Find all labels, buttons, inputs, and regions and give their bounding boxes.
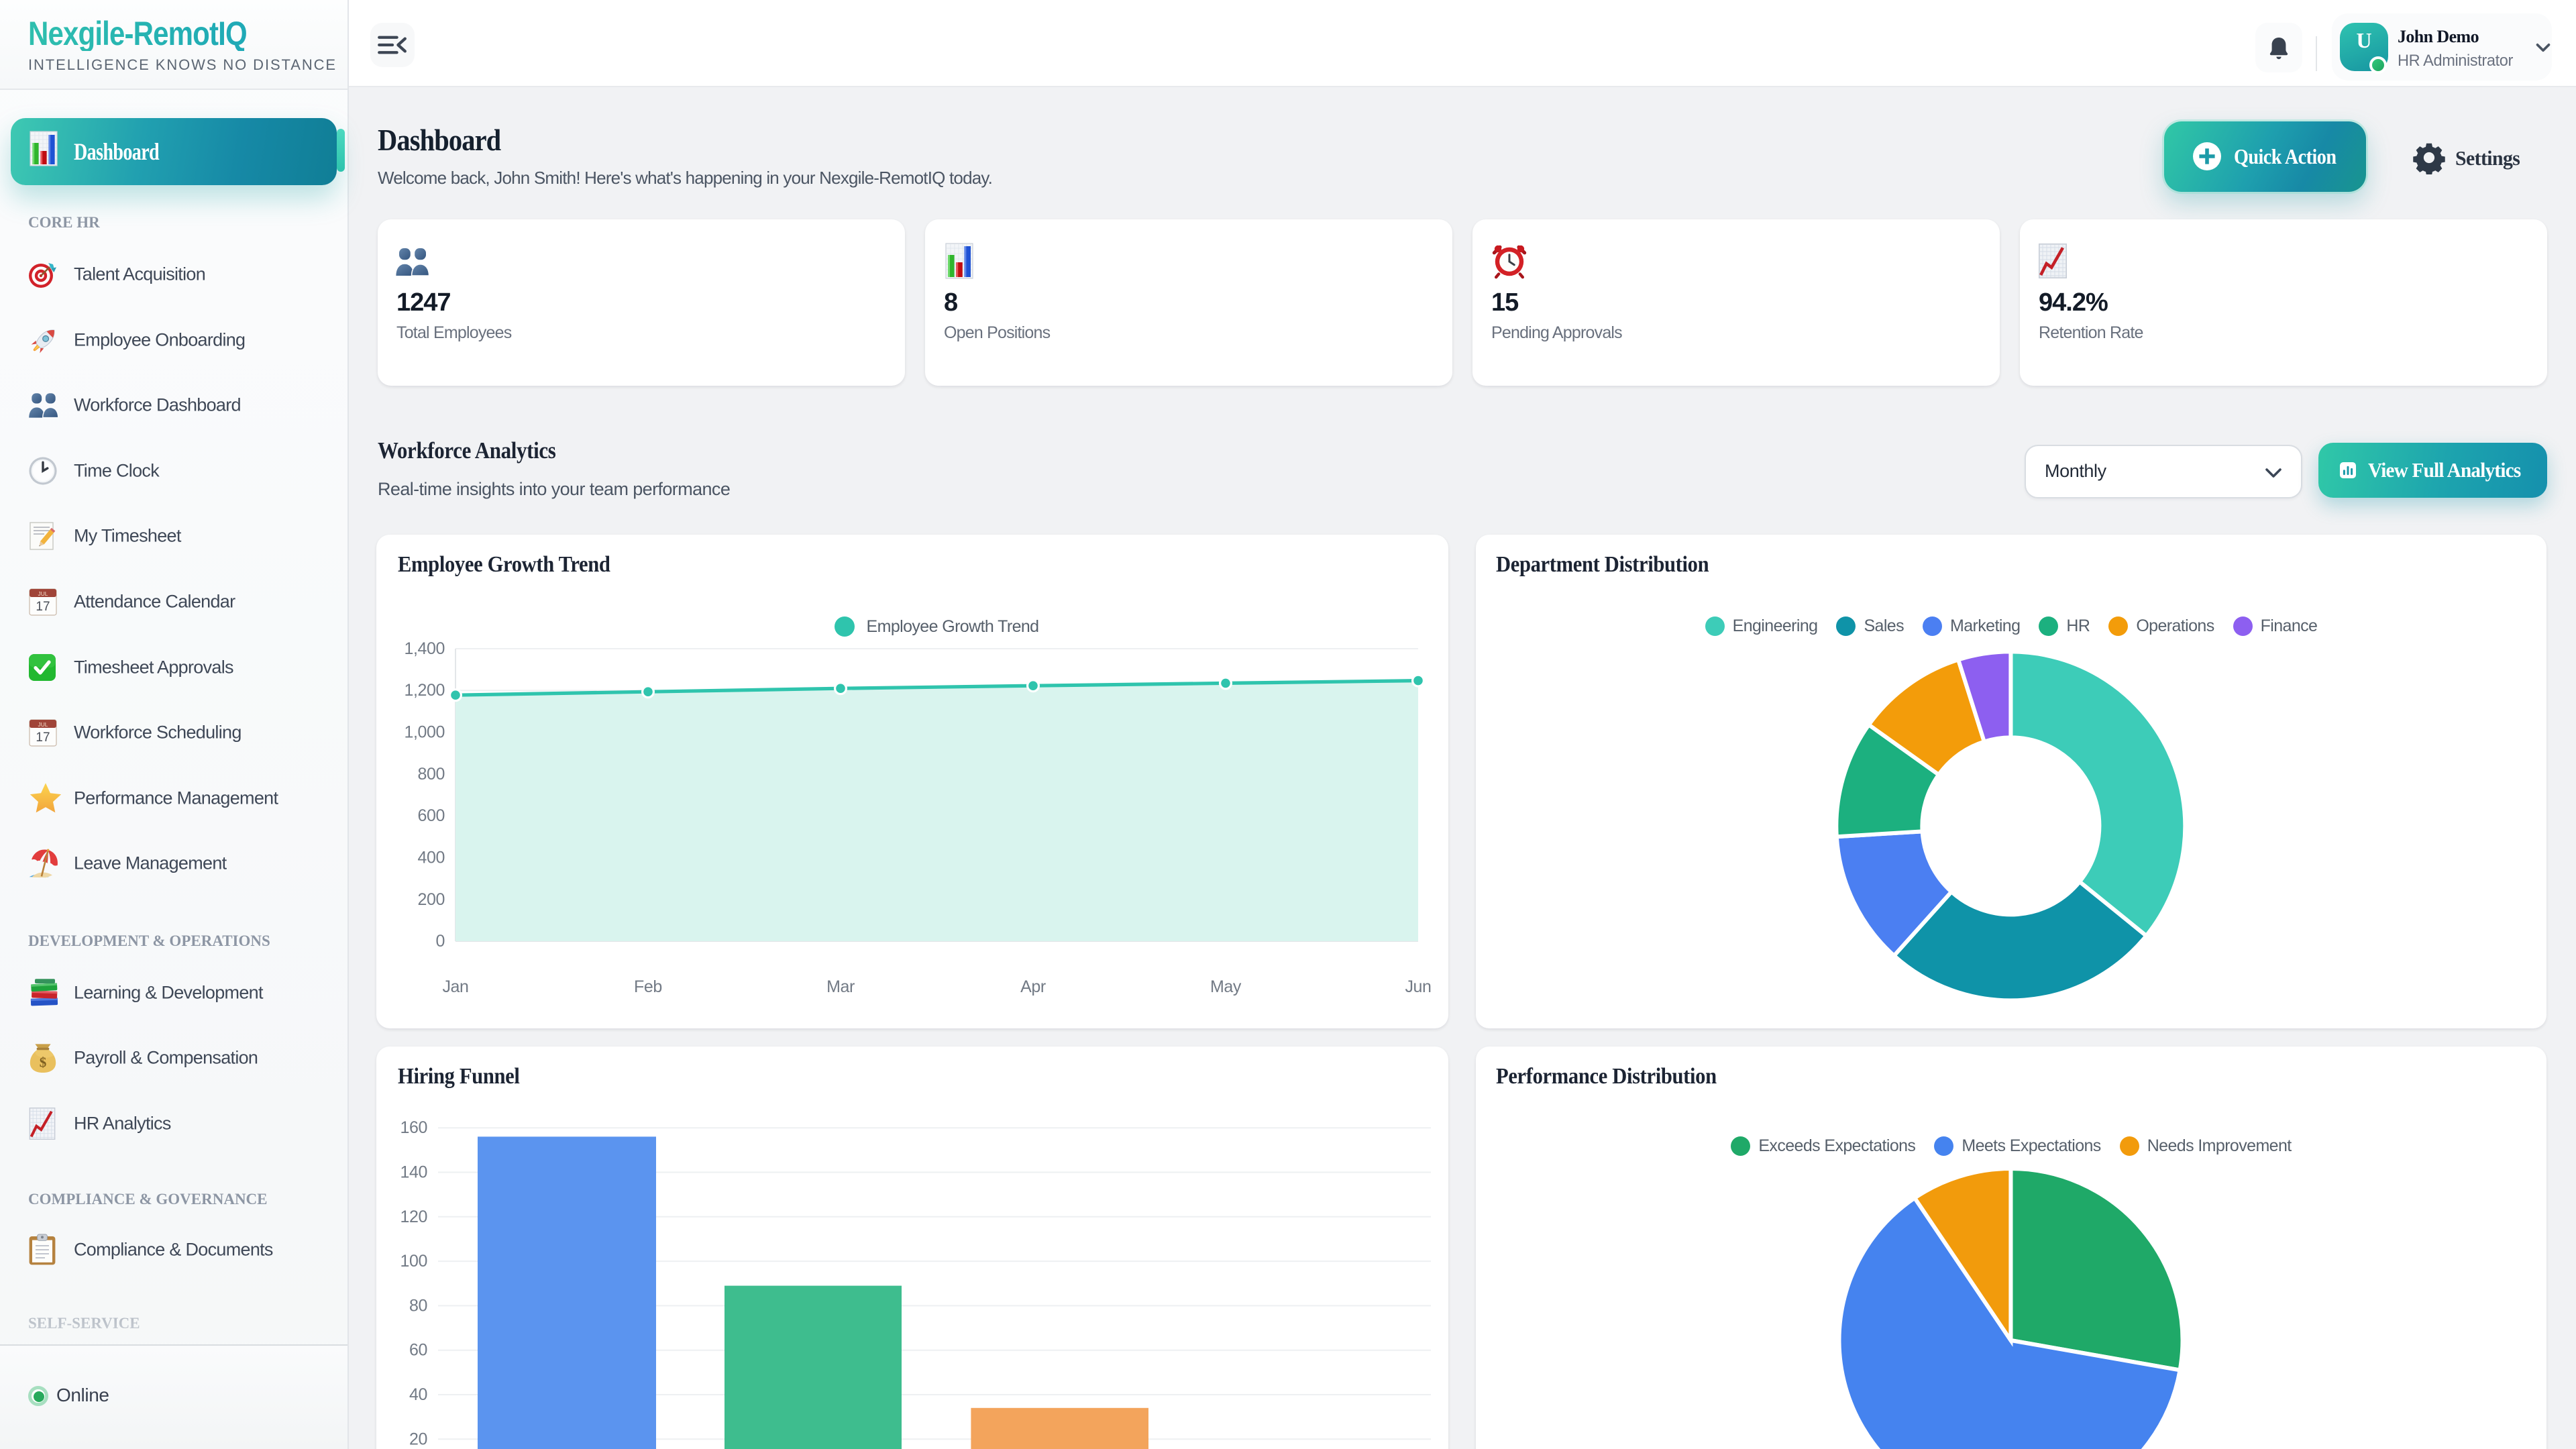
svg-text:800: 800 bbox=[417, 765, 445, 784]
svg-text:100: 100 bbox=[400, 1252, 427, 1271]
svg-text:160: 160 bbox=[400, 1118, 427, 1137]
svg-text:120: 120 bbox=[400, 1208, 427, 1226]
svg-text:140: 140 bbox=[400, 1163, 427, 1182]
svg-text:17: 17 bbox=[36, 731, 50, 745]
svg-text:40: 40 bbox=[409, 1385, 427, 1404]
svg-text:17: 17 bbox=[36, 600, 50, 614]
svg-text:JUL: JUL bbox=[38, 590, 48, 597]
svg-text:200: 200 bbox=[417, 890, 445, 909]
svg-text:600: 600 bbox=[417, 806, 445, 825]
svg-text:20: 20 bbox=[409, 1430, 427, 1448]
svg-text:Mar: Mar bbox=[826, 977, 855, 996]
svg-text:$: $ bbox=[40, 1055, 47, 1071]
svg-text:1,400: 1,400 bbox=[404, 639, 445, 658]
svg-text:Jun: Jun bbox=[1405, 977, 1431, 996]
svg-text:1,000: 1,000 bbox=[404, 723, 445, 742]
svg-text:Apr: Apr bbox=[1020, 977, 1046, 996]
svg-text:Jan: Jan bbox=[442, 977, 468, 996]
svg-text:JUL: JUL bbox=[38, 721, 48, 728]
svg-text:May: May bbox=[1210, 977, 1242, 996]
svg-text:400: 400 bbox=[417, 848, 445, 867]
svg-text:Feb: Feb bbox=[634, 977, 662, 996]
svg-text:0: 0 bbox=[435, 932, 445, 951]
svg-text:60: 60 bbox=[409, 1341, 427, 1360]
svg-text:1,200: 1,200 bbox=[404, 681, 445, 700]
svg-text:80: 80 bbox=[409, 1296, 427, 1315]
